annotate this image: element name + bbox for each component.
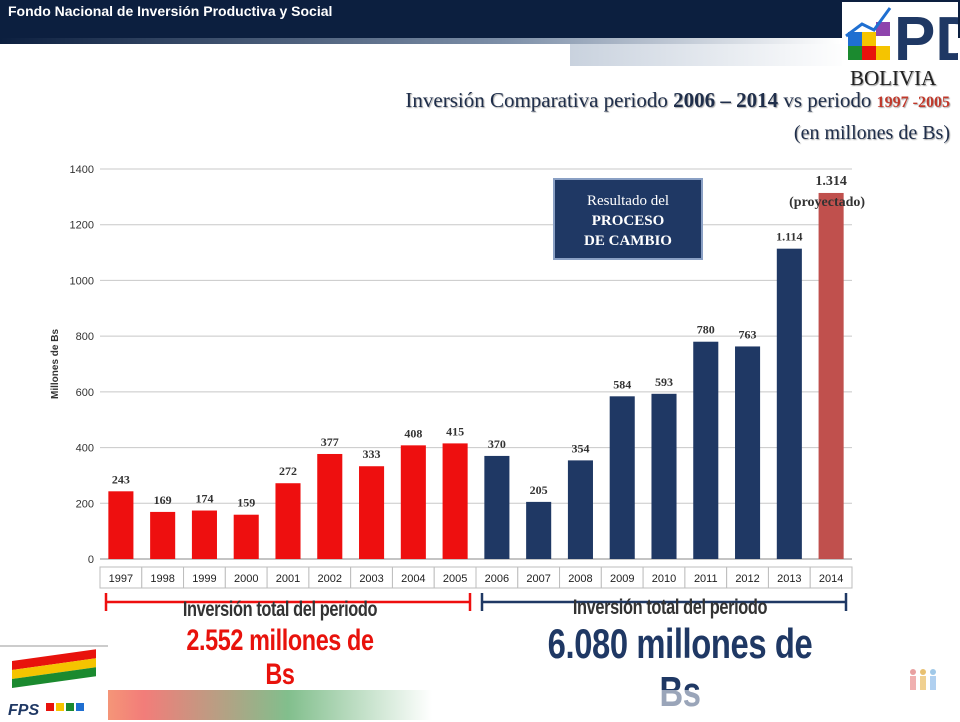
page-subtitle: (en millones de Bs) [793,122,950,144]
bar [693,341,719,559]
bar [735,346,761,559]
y-tick-label: 0 [88,554,94,566]
data-label: 415 [446,424,464,438]
data-label: 763 [739,327,757,341]
title-part1: Inversión Comparativa periodo [405,88,674,112]
bar [526,501,552,559]
period1-label: Inversión total del periodo [182,598,378,621]
plot-area [100,169,852,559]
page-title: Inversión Comparativa periodo 2006 – 201… [405,88,950,113]
investment-bar-chart: 0 200 400 600 800 1000 1200 1400 Millones de Bs 1… [50,164,865,611]
bar [275,483,301,559]
data-label: 272 [279,464,297,478]
x-tick-label: 2012 [735,573,759,585]
y-tick-label: 1400 [70,164,94,176]
x-tick-label: 2004 [401,573,425,585]
org-name: Fondo Nacional de Inversión Productiva y… [8,3,333,19]
data-label: 354 [571,441,589,455]
data-label: 169 [154,493,172,507]
x-tick-label: 2003 [359,573,383,585]
data-label: 377 [321,435,339,449]
process-callout: Resultado del PROCESO DE CAMBIO [553,178,703,260]
title-years-previous: 1997 -2005 [876,94,950,111]
x-tick-label: 2010 [652,573,676,585]
title-part2: vs periodo [778,88,877,112]
data-label: 243 [112,472,130,486]
data-label: 159 [237,496,255,510]
x-tick-label: 2008 [568,573,592,585]
callout-line3: DE CAMBIO [584,233,672,249]
y-tick-label: 1000 [70,275,94,287]
x-tick-label: 1997 [109,573,133,585]
period1-total: 2.552 millones de Bs [186,624,374,691]
bar [818,192,844,559]
svg-text:FPS: FPS [8,702,39,719]
footer-wiphala-strip [0,690,960,720]
x-tick-label: 2001 [276,573,300,585]
x-tick-label: 2007 [526,573,550,585]
data-label: 1.114 [776,230,802,244]
callout-line2: PROCESO [591,213,665,229]
bar [651,393,677,559]
y-tick-label: 200 [76,498,94,510]
svg-text:PD: PD [894,5,958,70]
data-label: 205 [530,483,548,497]
x-tick-label: 2002 [318,573,342,585]
x-tick-label: 2009 [610,573,634,585]
y-tick-label: 600 [76,387,94,399]
projected-note: (proyectado) [789,195,865,210]
bar [776,248,802,559]
y-tick-label: 1200 [70,220,94,232]
data-label: 1.314 [815,174,847,189]
header-bar: Fondo Nacional de Inversión Productiva y… [0,0,960,38]
y-tick-label: 800 [76,331,94,343]
data-label: 333 [363,447,381,461]
y-axis-label: Millones de Bs [50,329,61,399]
bar [567,460,593,559]
fps-logo: FPS [0,645,108,722]
data-label: 593 [655,375,673,389]
bar [609,396,635,559]
bar [442,443,468,559]
country-label: BOLIVIA [850,66,937,90]
bar [233,514,259,559]
callout-line1: Resultado del [586,193,670,209]
title-years-current: 2006 – 2014 [673,88,779,112]
bar [317,453,343,559]
x-tick-label: 2006 [485,573,509,585]
x-tick-label: 2014 [819,573,843,585]
period2-label: Inversión total del periodo [572,596,768,619]
data-label: 370 [488,437,506,451]
bar [359,466,385,559]
bar [191,510,217,559]
x-tick-label: 1998 [150,573,174,585]
x-tick-label: 2013 [777,573,801,585]
x-tick-box [809,566,853,589]
x-tick-label: 2011 [694,573,718,585]
bar [150,511,176,559]
header-stripe [0,38,840,44]
data-label: 584 [613,377,631,391]
header-stripe-light [570,44,850,66]
y-tick-label: 400 [76,443,94,455]
data-label: 780 [697,323,715,337]
bar [484,455,510,559]
decorative-figures-icon [910,669,936,690]
bar [108,491,134,559]
pd-logo: PD [842,2,958,70]
data-label: 408 [404,426,422,440]
x-tick-label: 1999 [192,573,216,585]
x-tick-label: 2005 [443,573,467,585]
bar [400,445,426,559]
x-tick-label: 2000 [234,573,258,585]
data-label: 174 [195,492,213,506]
